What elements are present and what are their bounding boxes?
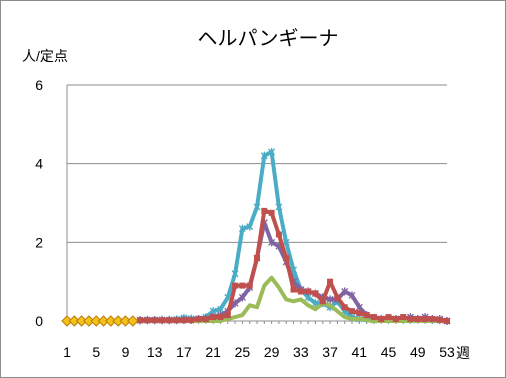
data-point [355, 303, 363, 312]
x-tick-label: 37 [322, 344, 338, 360]
data-point [363, 312, 370, 319]
data-point [202, 316, 209, 323]
data-point [400, 314, 407, 321]
data-point [253, 202, 261, 211]
data-point [407, 316, 414, 323]
data-point [348, 291, 356, 300]
x-tick-label: 49 [410, 344, 426, 360]
y-tick-label: 2 [35, 234, 43, 250]
data-point [144, 317, 151, 324]
chart-title: ヘルパンギーナ [198, 27, 339, 50]
y-axis-unit-label: 人/定点 [22, 48, 68, 64]
data-point [414, 316, 421, 323]
y-tick-label: 0 [35, 313, 43, 329]
data-point [297, 288, 304, 295]
data-point [356, 310, 363, 317]
data-point [429, 316, 436, 323]
data-point [392, 316, 399, 323]
data-point [349, 308, 355, 315]
data-point [127, 315, 139, 327]
y-tick-label: 4 [35, 156, 43, 172]
data-point [210, 314, 217, 321]
series-lines [61, 147, 451, 327]
data-point [239, 282, 246, 289]
data-point [283, 255, 290, 262]
gridlines [67, 84, 447, 243]
data-point [275, 231, 282, 238]
data-point [238, 293, 246, 302]
data-point [436, 316, 443, 323]
y-tick-labels: 0 2 4 6 [35, 77, 43, 329]
data-point [319, 298, 326, 305]
data-point [282, 238, 290, 247]
data-point [378, 316, 385, 323]
data-point [341, 287, 349, 296]
series-4 [61, 315, 139, 327]
data-point [159, 317, 165, 324]
data-point [260, 151, 268, 160]
data-point [166, 317, 173, 324]
data-point [275, 202, 283, 211]
x-tick-label: 13 [147, 344, 163, 360]
x-tick-label: 29 [264, 344, 280, 360]
data-point [254, 255, 260, 262]
data-point [268, 209, 275, 216]
x-tick-label: 1 [63, 344, 71, 360]
data-point [224, 312, 231, 319]
data-point [341, 304, 348, 311]
data-point [231, 269, 239, 278]
y-tick-label: 6 [35, 77, 43, 93]
data-point [173, 317, 180, 324]
x-tick-label: 25 [235, 344, 251, 360]
data-point [334, 294, 341, 301]
x-tick-label: 5 [92, 344, 100, 360]
x-tick-label: 53 [439, 344, 455, 360]
data-point [151, 317, 158, 324]
data-point [268, 238, 276, 247]
x-tick-label: 17 [176, 344, 192, 360]
data-point [385, 314, 392, 321]
x-tick-label: 21 [205, 344, 221, 360]
x-tick-label: 41 [352, 344, 368, 360]
data-point [246, 222, 254, 231]
data-point [246, 282, 253, 289]
data-point [238, 224, 246, 233]
data-point [180, 317, 187, 324]
x-tick-label: 45 [381, 344, 397, 360]
x-tick-labels: 1 5 9 13 17 21 25 29 33 37 41 45 49 53 [63, 344, 455, 360]
series-3 [137, 207, 450, 324]
data-point [422, 316, 429, 323]
x-axis-unit-label: 週 [456, 345, 470, 361]
data-point [261, 207, 268, 214]
data-point [268, 147, 276, 156]
data-point [290, 286, 297, 293]
data-point [444, 318, 450, 324]
data-point [326, 295, 334, 304]
data-point [217, 314, 224, 321]
data-point [312, 290, 319, 297]
x-tick-label: 33 [293, 344, 309, 360]
data-point [232, 282, 239, 289]
data-point [327, 278, 334, 285]
x-tick-label: 9 [122, 344, 130, 360]
data-point [137, 317, 144, 324]
data-point [188, 317, 195, 324]
data-point [305, 288, 312, 295]
data-point [370, 314, 377, 321]
data-point [195, 316, 202, 323]
